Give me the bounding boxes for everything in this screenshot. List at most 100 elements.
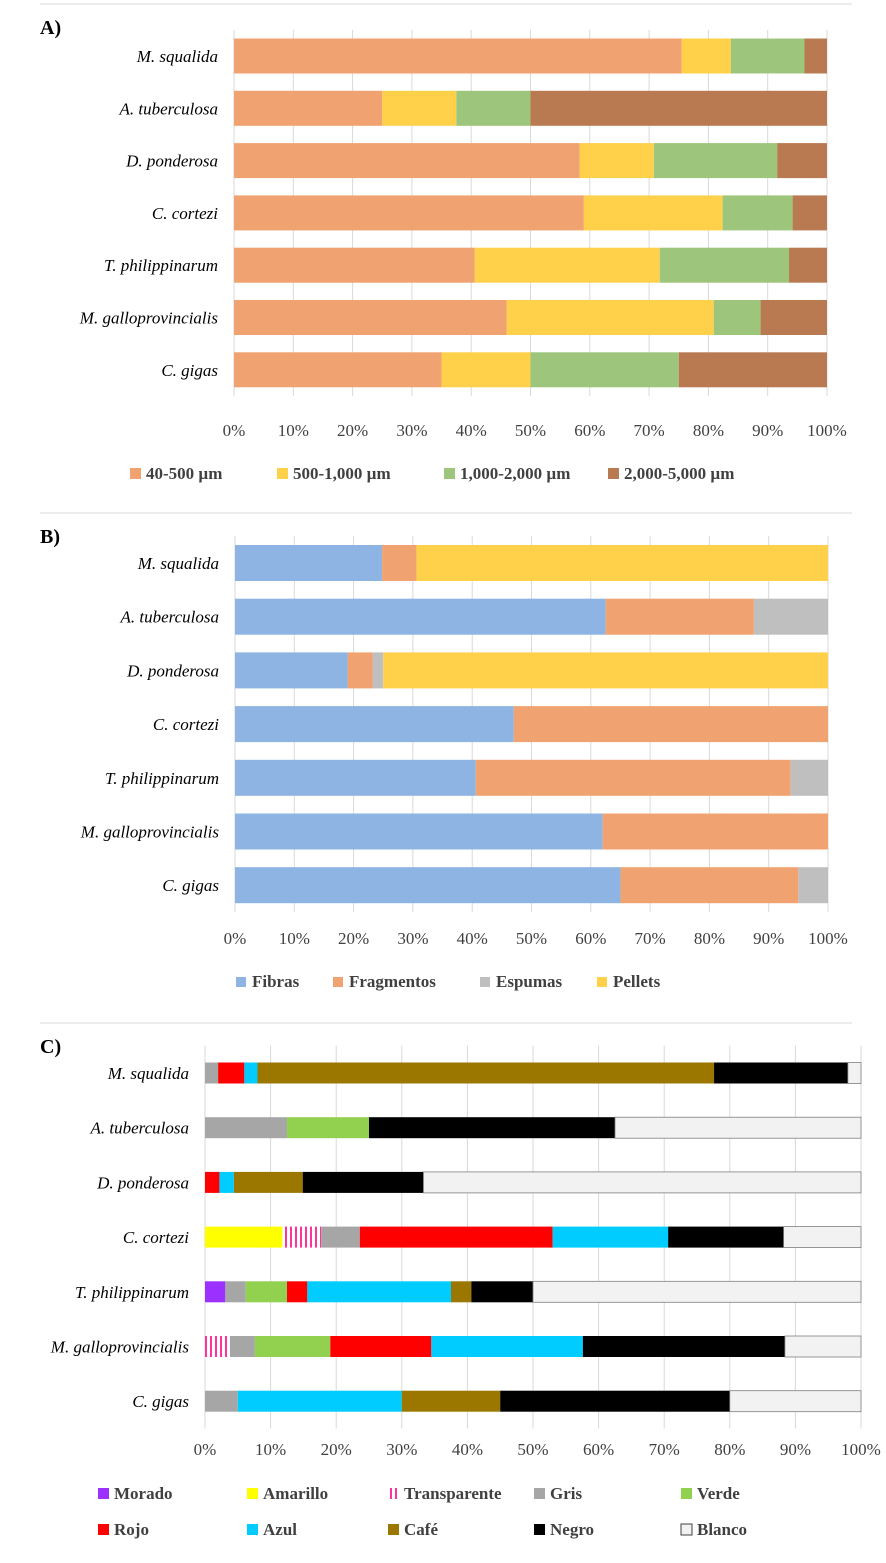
x-tick-label: 80% bbox=[694, 929, 725, 948]
bar-segment bbox=[790, 759, 828, 796]
x-tick-label: 40% bbox=[452, 1440, 483, 1459]
legend-swatch bbox=[608, 468, 619, 479]
bar-segment bbox=[302, 1171, 424, 1193]
legend-label: Espumas bbox=[496, 972, 563, 991]
category-label: C. gigas bbox=[162, 876, 219, 895]
bar-segment bbox=[382, 90, 457, 126]
bar-segment bbox=[552, 1226, 669, 1248]
bar-segment bbox=[235, 545, 383, 581]
legend-label: Rojo bbox=[114, 1520, 149, 1539]
bar-segment bbox=[605, 598, 754, 635]
legend-swatch bbox=[444, 468, 455, 479]
bar-segment bbox=[583, 195, 723, 231]
category-label: A. tuberculosa bbox=[119, 608, 219, 627]
chart-panel-1: A) 0% 10% 20% 30% 40% 50% 60% 70% 80% 90% 100% M. sq… bbox=[40, 3, 852, 483]
bar-segment bbox=[205, 1390, 238, 1412]
legend-swatch bbox=[98, 1488, 109, 1499]
legend-swatch bbox=[534, 1488, 545, 1499]
panel-label: A) bbox=[40, 17, 61, 39]
bar-segment bbox=[229, 1336, 255, 1357]
category-label: C. gigas bbox=[132, 1392, 189, 1411]
legend-swatch bbox=[680, 1523, 693, 1536]
x-tick-label: 100% bbox=[807, 421, 847, 440]
legend-label: 500-1,000 µm bbox=[293, 464, 391, 483]
bar-segment bbox=[789, 247, 827, 283]
bar-segment bbox=[451, 1281, 472, 1303]
bar-segment bbox=[257, 1062, 715, 1084]
bar-segment bbox=[321, 1226, 360, 1248]
legend-swatch bbox=[98, 1524, 109, 1535]
bar-segment bbox=[681, 38, 731, 74]
bar-segment bbox=[441, 352, 531, 388]
bar-segment bbox=[383, 652, 828, 689]
category-label: M. galloprovincialis bbox=[79, 309, 219, 328]
legend-swatch bbox=[480, 977, 490, 987]
bar-segment bbox=[431, 1336, 583, 1357]
legend-label: Gris bbox=[550, 1484, 582, 1503]
bar-segment bbox=[287, 1117, 369, 1139]
x-tick-label: 60% bbox=[575, 929, 606, 948]
legend-label: 40-500 µm bbox=[146, 464, 222, 483]
legend-swatch bbox=[277, 468, 288, 479]
category-label: M. squalida bbox=[136, 47, 218, 66]
bar-segment bbox=[729, 1390, 862, 1413]
bar-segment bbox=[783, 1226, 862, 1248]
legend-label: 1,000-2,000 µm bbox=[460, 464, 570, 483]
bar-segment bbox=[777, 143, 827, 179]
bar-segment bbox=[475, 759, 791, 796]
bar-segment bbox=[287, 1281, 308, 1303]
bar-segment bbox=[722, 195, 793, 231]
bar-segment bbox=[500, 1390, 730, 1412]
category-label: C. cortezi bbox=[123, 1228, 189, 1247]
x-tick-label: 0% bbox=[194, 1440, 217, 1459]
category-label: D. ponderosa bbox=[125, 152, 218, 171]
legend-label: Verde bbox=[697, 1484, 740, 1503]
bar-segment bbox=[245, 1281, 287, 1303]
category-label: D. ponderosa bbox=[126, 661, 219, 680]
x-tick-label: 0% bbox=[223, 421, 246, 440]
bar-segment bbox=[456, 90, 531, 126]
bar-segment bbox=[235, 867, 621, 904]
panel-label: C) bbox=[40, 1036, 61, 1058]
bar-segment bbox=[235, 759, 476, 796]
bar-segment bbox=[659, 247, 790, 283]
bar-segment bbox=[530, 90, 827, 126]
x-tick-label: 30% bbox=[386, 1440, 417, 1459]
bar-segment bbox=[205, 1171, 220, 1193]
bar-segment bbox=[513, 706, 828, 743]
category-label: T. philippinarum bbox=[75, 1283, 189, 1302]
x-tick-label: 90% bbox=[753, 929, 784, 948]
bar-segment bbox=[474, 247, 660, 283]
x-tick-label: 10% bbox=[279, 929, 310, 948]
bar-segment bbox=[205, 1226, 283, 1248]
bar-segment bbox=[235, 706, 514, 743]
bar-segment bbox=[798, 867, 828, 904]
bar-segment bbox=[205, 1062, 219, 1084]
bar-segment bbox=[506, 300, 714, 335]
category-label: C. cortezi bbox=[153, 715, 219, 734]
x-tick-label: 10% bbox=[278, 421, 309, 440]
bar-segment bbox=[233, 1171, 303, 1193]
category-label: A. tuberculosa bbox=[89, 1119, 189, 1138]
category-label: T. philippinarum bbox=[104, 256, 218, 275]
legend-label: Pellets bbox=[613, 972, 661, 991]
x-tick-label: 70% bbox=[649, 1440, 680, 1459]
x-tick-label: 70% bbox=[635, 929, 666, 948]
bar-segment bbox=[235, 813, 603, 850]
category-label: D. ponderosa bbox=[96, 1173, 189, 1192]
bar-segment bbox=[307, 1281, 451, 1303]
x-tick-label: 70% bbox=[634, 421, 665, 440]
x-tick-label: 30% bbox=[396, 421, 427, 440]
chart-panel-2: B) 0% 10% 20% 30% 40% 50% 60% 70% 80% 90% 100% M. sq… bbox=[40, 512, 852, 991]
x-tick-label: 0% bbox=[224, 929, 247, 948]
x-tick-label: 20% bbox=[337, 421, 368, 440]
bar-segment bbox=[244, 1062, 258, 1084]
legend-label: Amarillo bbox=[263, 1484, 328, 1503]
category-label: T. philippinarum bbox=[105, 769, 219, 788]
bar-segment bbox=[234, 195, 584, 231]
bar-segment bbox=[582, 1336, 785, 1357]
legend-swatch bbox=[388, 1524, 399, 1535]
legend-label: Café bbox=[404, 1520, 438, 1539]
legend-label: Morado bbox=[114, 1484, 173, 1503]
